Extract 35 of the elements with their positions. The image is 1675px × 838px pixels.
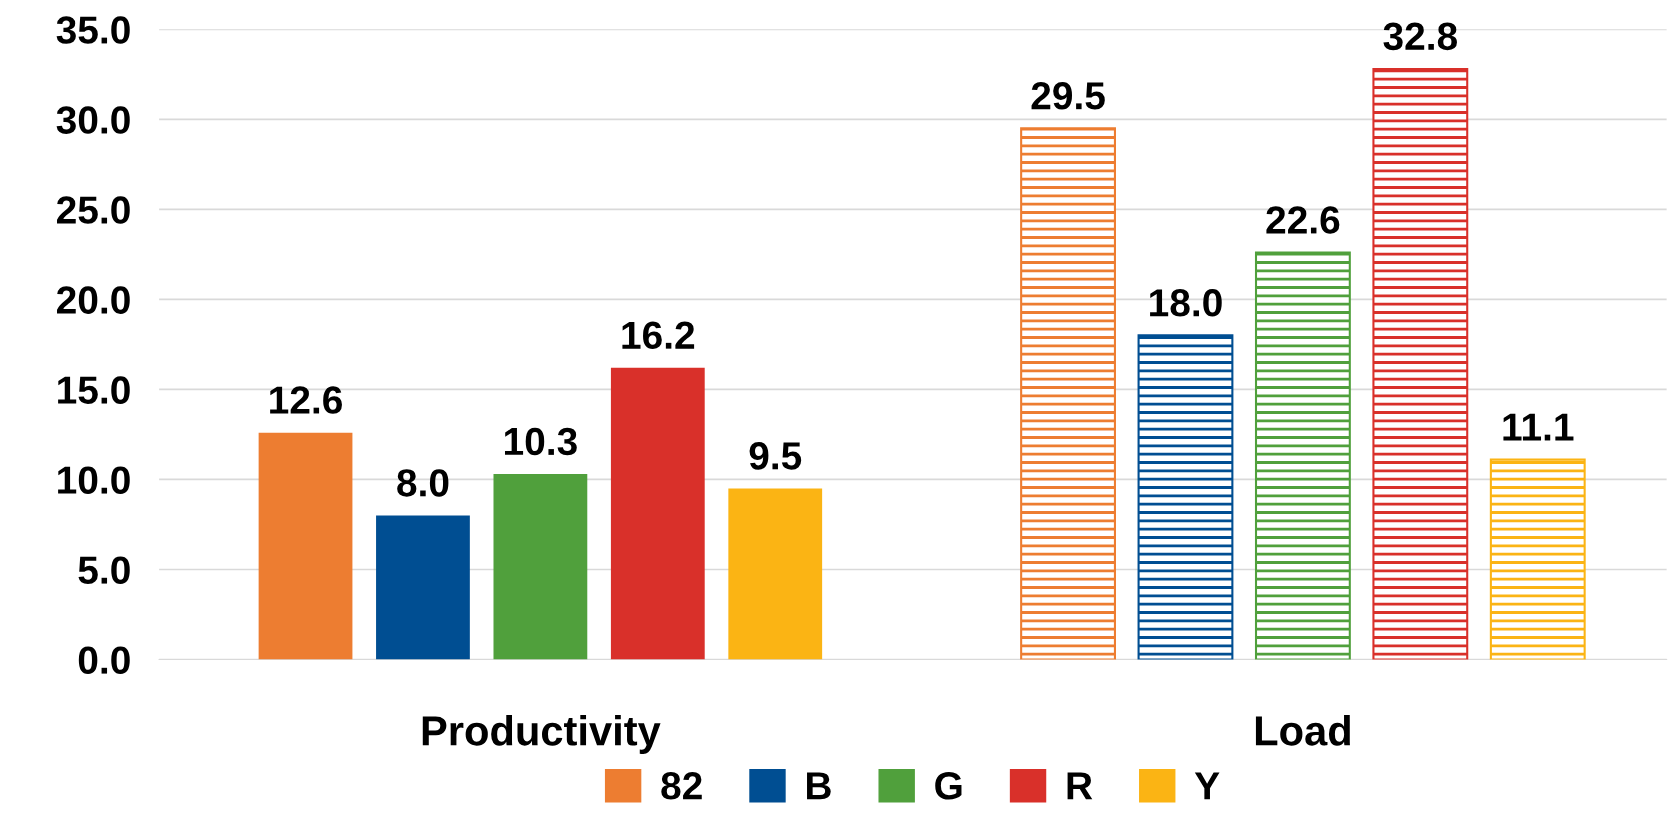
bar <box>1372 67 1469 660</box>
bar <box>728 488 823 660</box>
y-tick-label: 5.0 <box>78 556 130 584</box>
data-label: 32.8 <box>1383 22 1457 51</box>
data-label: 12.6 <box>270 386 342 414</box>
data-label: 11.1 <box>1503 413 1574 441</box>
bar <box>376 515 470 660</box>
y-tick-label: 0.0 <box>78 646 130 674</box>
bar <box>1020 127 1116 660</box>
y-tick-label: 25.0 <box>57 196 130 224</box>
bar <box>1137 334 1234 660</box>
x-tick-label: Productivity <box>422 715 661 754</box>
bar <box>493 474 588 660</box>
legend-label: 82 <box>661 772 702 800</box>
bar <box>1254 251 1351 660</box>
y-tick-label: 35.0 <box>56 16 130 44</box>
y-tick-label: 10.0 <box>58 466 130 494</box>
data-label: 29.5 <box>1031 82 1105 110</box>
y-tick-label: 20.0 <box>57 286 130 314</box>
legend-label: B <box>807 772 831 800</box>
data-label: 18.0 <box>1150 289 1222 317</box>
bar <box>1489 458 1586 660</box>
data-label: 22.6 <box>1266 206 1340 234</box>
data-label: 16.2 <box>622 321 695 350</box>
x-tick-label: Load <box>1255 715 1350 746</box>
data-label: 8.0 <box>397 469 449 497</box>
legend-label: Y <box>1194 772 1220 800</box>
legend-label: R <box>1067 772 1093 800</box>
y-tick-label: 30.0 <box>56 106 130 134</box>
data-label: 9.5 <box>749 442 802 470</box>
legend-label: G <box>935 772 962 800</box>
bar <box>610 367 705 660</box>
bar <box>258 432 353 660</box>
data-label: 10.3 <box>504 427 577 456</box>
y-tick-label: 15.0 <box>58 376 130 404</box>
